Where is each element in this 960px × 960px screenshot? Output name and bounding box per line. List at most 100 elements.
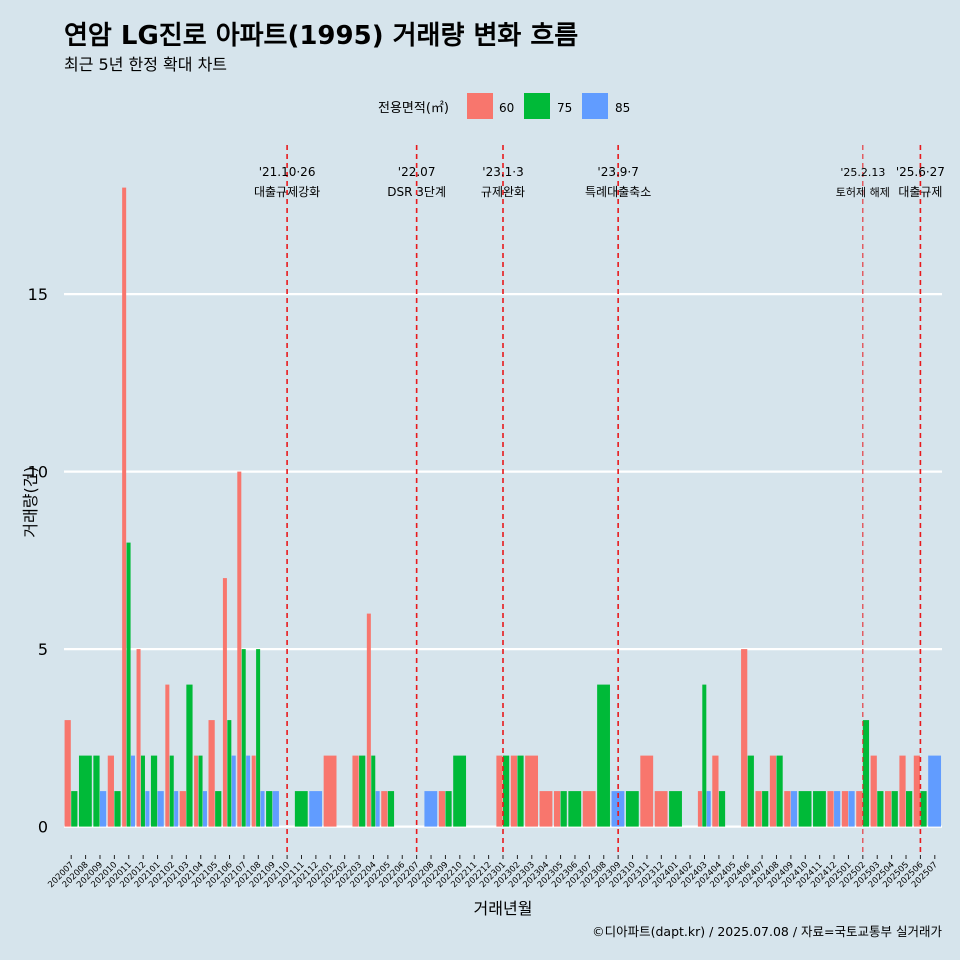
event-annotations: '21.10·26 대출규제강화 '22.07 DSR 3단계 '23.1·3 규제완화 '… <box>254 165 945 199</box>
bar-60-202406 <box>741 649 748 827</box>
chart-subtitle: 최근 5년 한정 확대 차트 <box>64 55 227 74</box>
bar-60-202312 <box>654 791 668 827</box>
bar-85-202109 <box>272 791 279 827</box>
legend-swatch-75 <box>524 93 550 119</box>
bar-85-202011 <box>130 755 135 827</box>
event-date-label: '25.2.13 <box>840 166 885 179</box>
bar-85-202204 <box>375 791 380 827</box>
bar-85-202501 <box>848 791 855 827</box>
bar-75-202108 <box>256 649 261 827</box>
bar-60-202201 <box>323 755 337 827</box>
bar-75-202204 <box>371 755 376 827</box>
bar-85-202106 <box>231 755 236 827</box>
bar-85-202403 <box>706 791 711 827</box>
bar-60-202305 <box>553 791 561 827</box>
y-axis-label: 거래량(건) <box>21 466 40 537</box>
bar-75-202007 <box>71 791 78 827</box>
event-date-label: '21.10·26 <box>259 165 316 179</box>
bar-85-202009 <box>99 791 107 827</box>
event-date-label: '25.6·27 <box>896 165 945 179</box>
bar-60-202102 <box>165 684 170 827</box>
bar-75-202103 <box>186 684 193 827</box>
bar-85-202112 <box>309 791 323 827</box>
bar-85-202412 <box>834 791 841 827</box>
bar-75-202105 <box>215 791 222 827</box>
x-axis: 2020072020082020092020102020112020122021… <box>46 855 940 890</box>
y-tick-label: 0 <box>38 818 48 837</box>
bar-60-202104 <box>194 755 199 827</box>
bar-60-202105 <box>208 720 215 827</box>
bar-60-202409 <box>784 791 791 827</box>
bar-75-202109 <box>266 791 273 827</box>
bar-85-202507 <box>928 755 942 827</box>
bar-75-202411 <box>813 791 826 827</box>
bar-60-202304 <box>539 791 553 827</box>
legend: 전용면적(㎡) 60 75 85 <box>378 93 630 119</box>
bar-75-202502 <box>862 720 870 827</box>
bar-60-202501 <box>841 791 849 827</box>
bar-75-202503 <box>877 791 884 827</box>
bar-60-202302 <box>510 755 517 827</box>
bar-85-202409 <box>790 791 798 827</box>
bar-60-202303 <box>525 755 539 827</box>
bar-75-202011 <box>126 542 131 827</box>
bar-60-202403 <box>697 791 702 827</box>
bar-60-202107 <box>237 471 242 827</box>
bar-75-202504 <box>891 791 898 827</box>
bar-75-202106 <box>227 720 232 827</box>
bar-60-202203 <box>352 755 359 827</box>
bar-75-202210 <box>453 755 467 827</box>
bar-75-202102 <box>169 755 174 827</box>
bar-75-202306 <box>568 791 582 827</box>
y-tick-label: 5 <box>38 640 48 659</box>
bar-60-202404 <box>712 755 719 827</box>
bar-75-202407 <box>762 791 769 827</box>
bar-60-202205 <box>381 791 388 827</box>
bar-75-202401 <box>669 791 682 827</box>
bar-60-202010 <box>107 755 114 827</box>
bar-60-202011 <box>122 187 127 827</box>
bar-75-202310 <box>625 791 639 827</box>
bar-75-202410 <box>798 791 812 827</box>
bar-85-202107 <box>246 755 251 827</box>
bar-60-202408 <box>769 755 777 827</box>
bar-85-202108 <box>260 791 265 827</box>
bar-60-202506 <box>913 755 921 827</box>
event-name-label: 대출규제강화 <box>254 185 320 199</box>
bars <box>64 187 942 827</box>
bar-75-202506 <box>920 791 927 827</box>
caption: ©디아파트(dapt.kr) / 2025.07.08 / 자료=국토교통부 실… <box>592 924 942 939</box>
bar-75-202505 <box>906 791 913 827</box>
bar-75-202308 <box>597 684 610 827</box>
legend-swatch-60 <box>467 93 493 119</box>
bar-60-202412 <box>827 791 834 827</box>
bar-75-202403 <box>702 684 707 827</box>
legend-title: 전용면적(㎡) <box>378 101 449 116</box>
x-axis-label: 거래년월 <box>474 899 533 918</box>
y-tick-label: 15 <box>28 285 48 304</box>
bar-75-202406 <box>747 755 754 827</box>
bar-60-202012 <box>136 649 141 827</box>
bar-85-202012 <box>145 791 150 827</box>
bar-75-202305 <box>560 791 567 827</box>
event-lines <box>286 145 922 855</box>
legend-swatch-85 <box>582 93 608 119</box>
bar-75-202404 <box>718 791 726 827</box>
bar-60-202209 <box>438 791 446 827</box>
bar-75-202008 <box>78 755 92 827</box>
bar-60-202106 <box>222 578 227 827</box>
bar-60-202307 <box>582 791 596 827</box>
bar-75-202203 <box>359 755 366 827</box>
bar-60-202502 <box>856 791 863 827</box>
bar-85-202102 <box>174 791 179 827</box>
bar-60-202407 <box>755 791 762 827</box>
bar-75-202408 <box>776 755 783 827</box>
bar-60-202505 <box>899 755 906 827</box>
y-axis-ticks: 0 5 10 15 <box>28 285 48 837</box>
legend-label-85: 85 <box>615 101 630 115</box>
event-name-label: 대출규제 <box>898 185 942 199</box>
bar-60-202311 <box>640 755 654 827</box>
event-date-label: '22.07 <box>398 165 436 179</box>
